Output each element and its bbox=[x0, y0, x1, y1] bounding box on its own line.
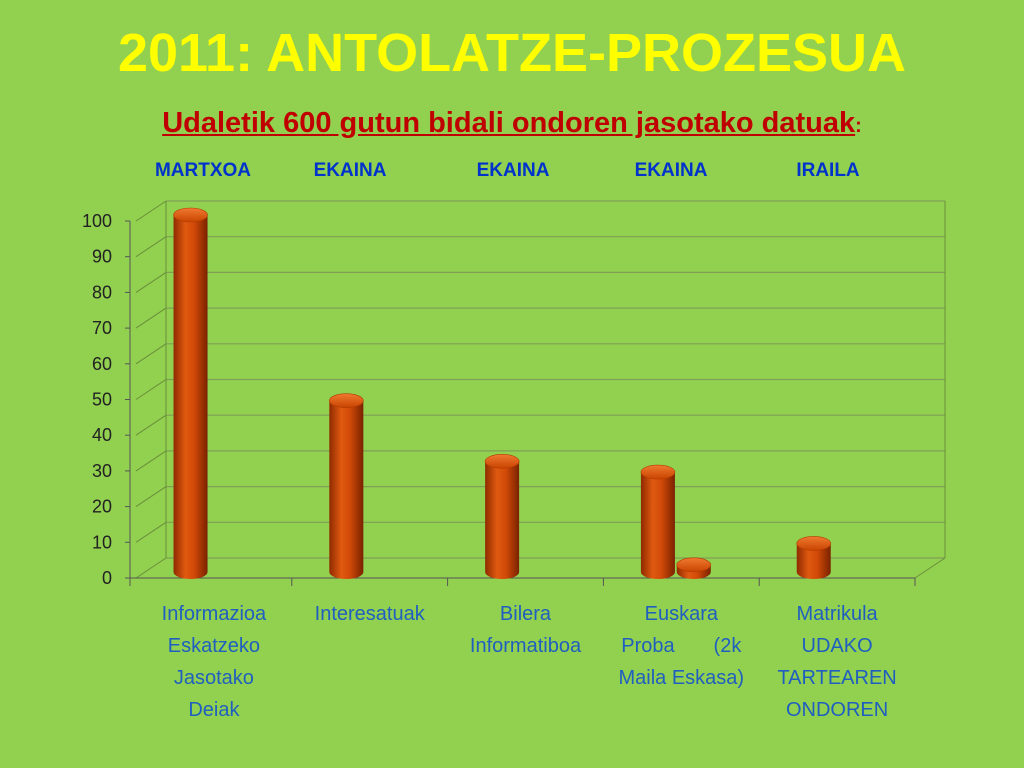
slide-title: 2011: ANTOLATZE-PROZESUA bbox=[117, 23, 907, 83]
side-grid-line bbox=[135, 307, 167, 329]
x-category-label-line: ONDOREN bbox=[785, 699, 889, 721]
x-category-label-line: Bilera bbox=[499, 603, 552, 625]
y-tick-label: 20 bbox=[92, 497, 112, 517]
y-tick-label: 10 bbox=[92, 532, 112, 552]
side-grid-line bbox=[135, 450, 167, 472]
y-tick-label: 40 bbox=[92, 425, 112, 445]
chart-plot-area: 0 10 20 30 40 50 60 70 80 90 100 bbox=[82, 200, 946, 588]
month-label: IRAILA bbox=[796, 160, 860, 181]
month-label: EKAINA bbox=[476, 160, 550, 181]
side-grid-line bbox=[135, 236, 167, 258]
subtitle-colon: : bbox=[855, 115, 862, 137]
x-category-label-line: TARTEAREN bbox=[777, 667, 897, 689]
x-category-label: Euskara Proba (2k Maila Eskasa) bbox=[606, 598, 756, 694]
y-tick-label: 70 bbox=[92, 318, 112, 338]
side-grid-line bbox=[135, 486, 167, 508]
bar-top bbox=[329, 393, 364, 408]
bar-top bbox=[676, 557, 712, 573]
bar-top bbox=[173, 207, 208, 223]
y-tick-label: 0 bbox=[102, 568, 112, 588]
y-tick-label: 90 bbox=[92, 247, 112, 267]
x-category-label: Bilera Informatiboa bbox=[451, 598, 601, 662]
x-category-label: Interesatuak bbox=[295, 598, 445, 630]
x-category-label-line: Matrikula bbox=[796, 603, 878, 625]
x-category-label-line: Informazioa bbox=[161, 603, 267, 625]
x-category-label-line: Euskara bbox=[644, 603, 718, 625]
side-grid-line bbox=[135, 343, 167, 365]
x-category-label-line: Deiak bbox=[188, 699, 240, 721]
y-tick-label: 80 bbox=[92, 282, 112, 302]
bar bbox=[329, 400, 364, 579]
bar bbox=[173, 215, 208, 579]
x-category-label: Informazioa Eskatzeko Jasotako Deiak bbox=[139, 598, 289, 726]
side-grid-line bbox=[135, 414, 167, 436]
side-grid-line bbox=[135, 271, 167, 293]
side-grid-line bbox=[135, 521, 167, 543]
x-category-label-line: Eskatzeko bbox=[167, 635, 261, 657]
month-label: EKAINA bbox=[634, 160, 708, 181]
x-category-label-line: Proba (2k bbox=[621, 635, 742, 657]
bar bbox=[640, 472, 675, 579]
bar bbox=[796, 543, 831, 579]
x-category-label: Matrikula UDAKO TARTEAREN ONDOREN bbox=[762, 598, 912, 726]
bar bbox=[485, 461, 520, 579]
x-category-label-line: Interesatuak bbox=[314, 603, 425, 625]
month-label: EKAINA bbox=[313, 160, 387, 181]
y-tick-label: 60 bbox=[92, 354, 112, 374]
x-category-label-line: Jasotako bbox=[173, 667, 254, 689]
bar-top bbox=[640, 464, 676, 480]
x-category-label-line: Maila Eskasa) bbox=[618, 667, 745, 689]
month-label: MARTXOA bbox=[154, 160, 252, 181]
side-grid-line bbox=[135, 379, 167, 400]
y-tick-label: 30 bbox=[92, 461, 112, 481]
subtitle-text: Udaletik 600 gutun bidali ondoren jasota… bbox=[162, 107, 856, 139]
x-category-label-line: UDAKO bbox=[801, 635, 873, 657]
bar-top bbox=[796, 536, 832, 551]
x-category-label-line: Informatiboa bbox=[469, 635, 582, 657]
y-tick-label: 100 bbox=[82, 211, 112, 231]
bar-top bbox=[484, 454, 520, 469]
side-grid-line bbox=[135, 557, 167, 579]
side-grid-line bbox=[135, 200, 167, 222]
slide-subtitle: Udaletik 600 gutun bidali ondoren jasota… bbox=[0, 107, 1024, 140]
floor-side-edge bbox=[914, 557, 946, 579]
y-tick-label: 50 bbox=[92, 390, 112, 410]
